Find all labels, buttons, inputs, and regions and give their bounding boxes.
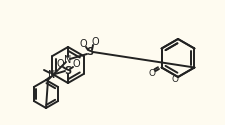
Text: O: O xyxy=(79,39,87,49)
Text: O: O xyxy=(56,59,64,69)
Text: S: S xyxy=(86,47,94,57)
Text: N: N xyxy=(48,70,56,80)
Text: O: O xyxy=(148,68,155,78)
Text: O: O xyxy=(91,37,99,47)
Text: N: N xyxy=(64,55,72,65)
Text: O: O xyxy=(171,74,178,84)
Text: O: O xyxy=(72,59,80,69)
Text: S: S xyxy=(64,66,72,76)
